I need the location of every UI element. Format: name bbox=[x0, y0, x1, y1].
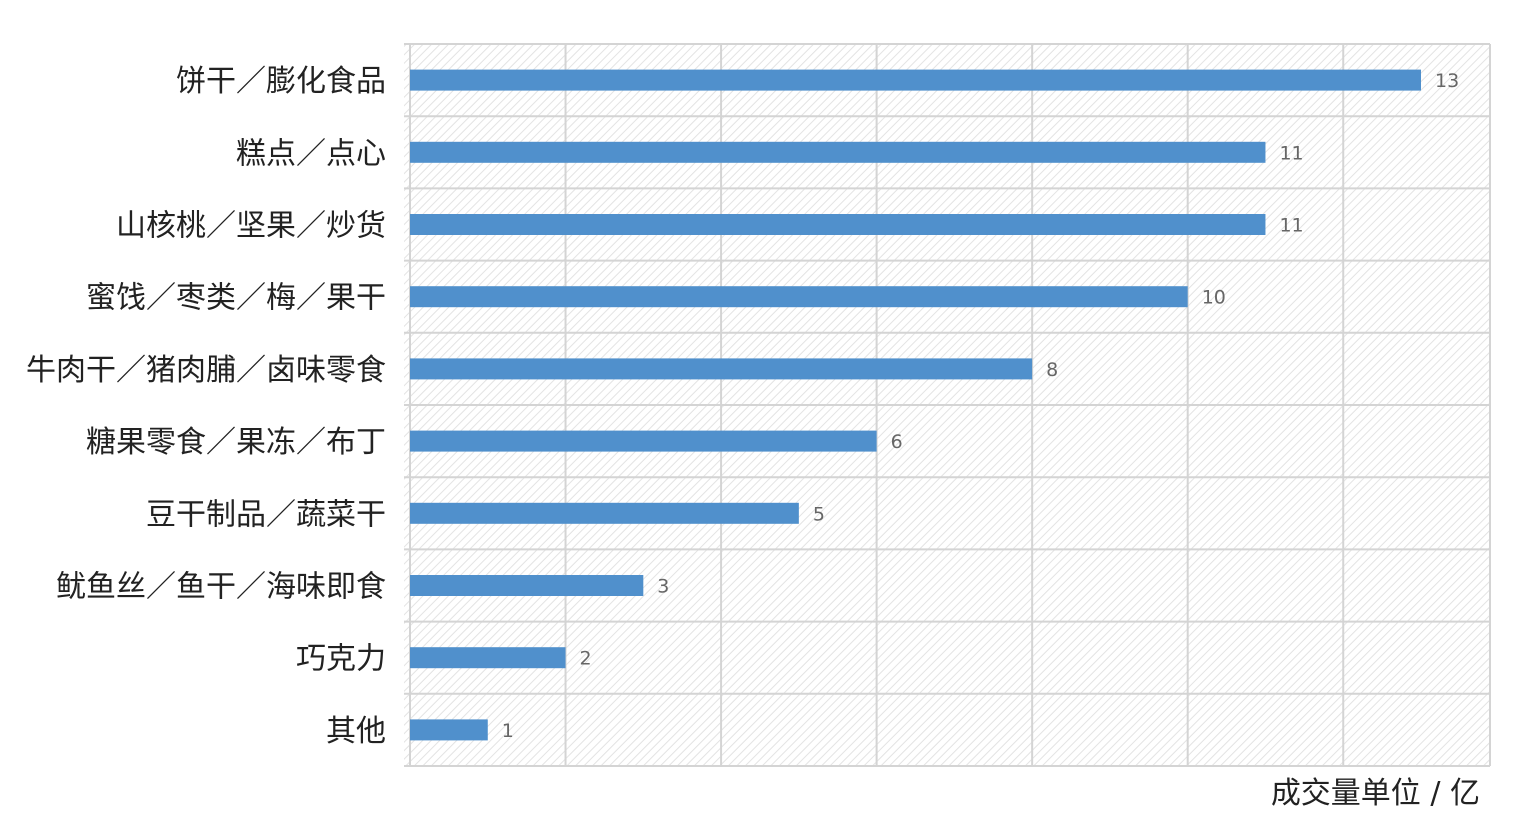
category-label: 饼干／膨化食品 bbox=[176, 64, 386, 99]
bar bbox=[410, 647, 566, 669]
category-label: 蜜饯／枣类／梅／果干 bbox=[86, 281, 386, 316]
category-label: 巧克力 bbox=[296, 642, 386, 677]
category-label: 糖果零食／果冻／布丁 bbox=[86, 425, 386, 460]
category-label: 糕点／点心 bbox=[236, 136, 386, 171]
data-label: 1 bbox=[502, 720, 514, 742]
bar bbox=[410, 214, 1266, 235]
data-label: 6 bbox=[891, 431, 903, 453]
bar bbox=[410, 69, 1421, 91]
unit-label: 成交量单位 / 亿 bbox=[1271, 776, 1480, 811]
grid-lines bbox=[404, 43, 1491, 767]
category-label: 豆干制品／蔬菜干 bbox=[146, 497, 386, 532]
bars bbox=[410, 69, 1421, 741]
data-label: 10 bbox=[1202, 287, 1226, 309]
bar bbox=[410, 430, 877, 452]
category-label: 牛肉干／猪肉脯／卤味零食 bbox=[26, 353, 386, 388]
data-label: 8 bbox=[1046, 359, 1058, 381]
bar bbox=[410, 502, 799, 524]
bar bbox=[410, 141, 1266, 163]
data-label: 2 bbox=[580, 648, 592, 670]
bar bbox=[410, 719, 488, 741]
data-label: 5 bbox=[813, 503, 825, 525]
category-labels: 饼干／膨化食品糕点／点心山核桃／坚果／炒货蜜饯／枣类／梅／果干牛肉干／猪肉脯／卤… bbox=[26, 64, 386, 749]
data-label: 11 bbox=[1279, 215, 1303, 237]
data-label: 13 bbox=[1435, 70, 1459, 92]
bar bbox=[410, 575, 644, 596]
bar bbox=[410, 286, 1188, 308]
category-label: 山核桃／坚果／炒货 bbox=[116, 209, 386, 244]
category-label: 鱿鱼丝／鱼干／海味即食 bbox=[56, 570, 386, 605]
data-labels: 13 11 11 10 8 6 5 3 2 1 bbox=[502, 70, 1459, 742]
data-label: 11 bbox=[1279, 142, 1303, 164]
category-label: 其他 bbox=[326, 714, 386, 749]
data-label: 3 bbox=[657, 576, 669, 598]
bar bbox=[410, 358, 1033, 380]
